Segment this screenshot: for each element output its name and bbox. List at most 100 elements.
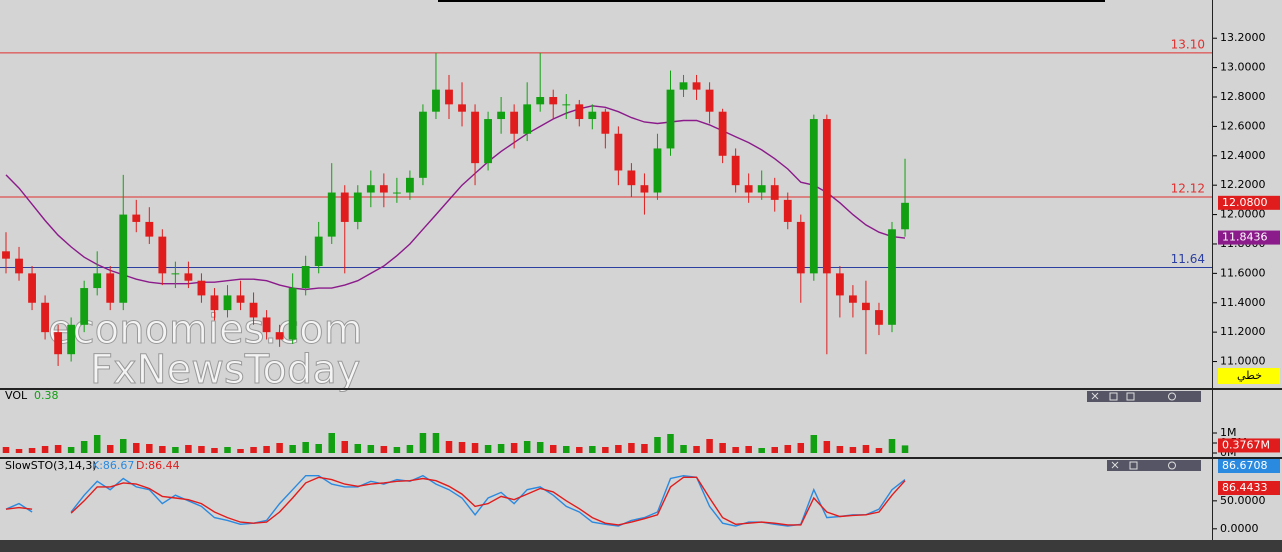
separator [0,457,1282,459]
y-tick-label: 11.6000 [1220,266,1266,279]
volume-bar [211,448,218,453]
volume-bar [536,442,544,453]
volume-bar [419,433,427,453]
y-tick-label: 13.0000 [1220,61,1266,74]
volume-bar [263,446,270,453]
candle-body [197,280,206,296]
candle-body [145,221,154,237]
volume-bar [563,446,570,453]
volume-bar [823,441,831,453]
candle-body [419,111,427,178]
candle-body [80,288,89,325]
tool-icon[interactable] [1168,461,1176,470]
candle-body [888,229,896,325]
level-label: 11.64 [1171,252,1205,266]
volume-bar [393,447,401,453]
volume-bar [432,433,440,453]
volume-bar [41,446,49,453]
candle-body [54,332,63,355]
candle-body [93,273,102,289]
volume-bar [328,433,335,453]
volume-bar [380,446,388,453]
mode-box [1218,368,1280,384]
candle-body [653,148,662,193]
candle-body [275,332,284,340]
candle-body [405,177,414,193]
volume-bar [367,445,375,453]
candle-body [119,214,128,303]
volume-bar [146,444,153,453]
candle-body [588,111,597,120]
tool-icon[interactable] [1168,392,1176,401]
volume-bar [576,447,583,453]
candle-body [15,258,23,274]
candle-body [666,89,675,149]
candle-body [614,133,623,171]
value-box [1218,438,1280,453]
candle-body [301,266,310,289]
volume-bar [93,435,101,453]
candle-body [510,111,519,134]
volume-bar [237,449,244,453]
volume-bar [523,441,531,453]
candle-body [679,82,688,90]
volume-bar [80,441,88,453]
volume-bar [771,447,778,453]
volume-bar [719,443,726,453]
candle-body [640,185,649,193]
candle-body [471,111,479,164]
volume-bar [28,448,36,453]
volume-bar [862,445,870,453]
candle-body [809,119,818,274]
volume-bar [654,437,661,453]
y-tick-label: 11.0000 [1220,355,1266,368]
y-tick-label: 12.8000 [1220,90,1266,103]
candle-body [184,273,193,281]
volume-bar [589,446,596,453]
value-box-label: 11.8436 [1222,231,1268,244]
candle-body [445,89,453,105]
candle-body [67,324,76,355]
candle-body [731,155,740,186]
moving-average [5,105,906,291]
candle-body [106,273,115,303]
value-box-label: 0.3767M [1222,438,1270,451]
volume-bar [54,445,62,453]
candle-body [835,273,844,296]
volume-bar [849,447,857,453]
volume-bar [706,439,713,453]
volume-bar [250,447,257,453]
candle-body [796,221,805,274]
candle-body [210,295,219,311]
volume-bar [680,445,687,453]
candle-body [523,104,532,134]
y-tick-label: 1M [1220,426,1237,439]
tool-icon[interactable] [1129,461,1138,470]
value-box-label: 86.4433 [1222,481,1268,494]
volume-bar [784,445,792,453]
volume-bar [641,444,648,453]
value-box [1218,230,1280,245]
tool-icon[interactable] [1126,392,1135,401]
volume-bar [810,435,818,453]
volume-bar [497,444,505,453]
candle-body [822,119,831,274]
level-label: 13.10 [1171,37,1205,51]
candle-body [497,111,506,120]
candle-body [314,236,323,267]
tool-icon[interactable] [1091,392,1119,469]
tool-icon[interactable] [1109,392,1118,401]
volume-bar [901,445,909,453]
watermark: economies.com [48,307,363,353]
level-label: 12.12 [1171,181,1205,195]
toolbar-bg [1087,391,1201,402]
candle-body [41,302,49,333]
x-axis-strip [0,540,1282,552]
k-label: K:86.67 [92,459,134,472]
y-tick-label: 0.0000 [1220,522,1259,535]
volume-bar [198,446,205,453]
volume-bar [354,444,362,453]
candle-body [249,302,258,318]
candle-body [28,273,36,303]
